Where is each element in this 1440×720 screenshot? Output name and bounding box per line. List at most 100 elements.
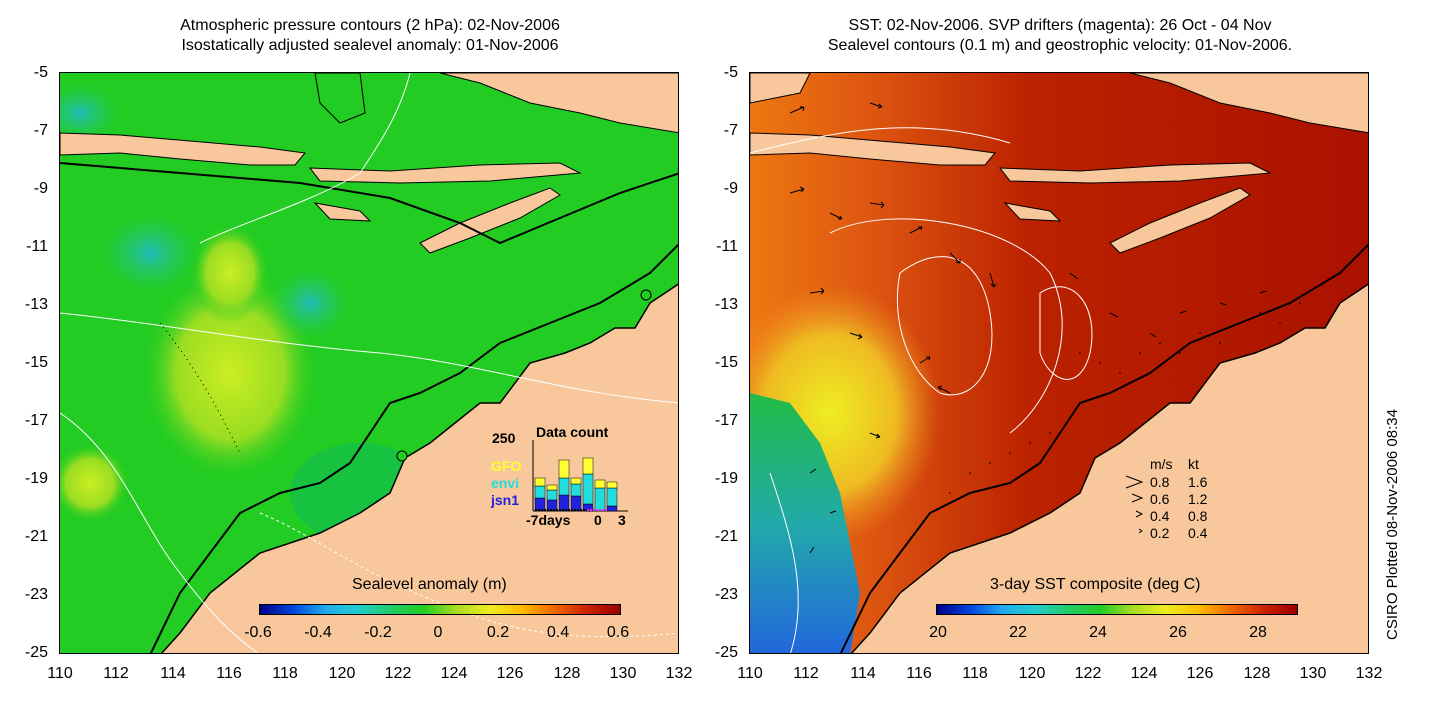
right-x-tick: 122: [1074, 665, 1102, 682]
left-x-tick: 128: [553, 665, 581, 682]
data-count-histogram: [532, 440, 628, 512]
sla-colorbar-tick: 0.2: [486, 624, 510, 641]
right-y-tick: -25: [714, 644, 738, 661]
right-y-tick: -11: [716, 238, 738, 255]
right-y-tick: -13: [714, 296, 738, 313]
right-y-tick: -7: [723, 122, 738, 139]
sulawesi-land: [314, 73, 366, 124]
right-x-tick: 126: [1186, 665, 1214, 682]
sumba-island: [313, 202, 372, 222]
left-y-tick: -9: [33, 180, 48, 197]
right-y-tick: -19: [714, 470, 738, 487]
right-x-tick: 112: [793, 665, 819, 682]
right-y-tick: -21: [714, 528, 738, 545]
left-y-tick: -25: [24, 644, 48, 661]
sst-map[interactable]: [749, 72, 1369, 654]
sla-colorbar-tick: -0.6: [244, 624, 272, 641]
right-title-line1: SST: 02-Nov-2006. SVP drifters (magenta)…: [848, 17, 1272, 34]
sst-colorbar: [936, 604, 1298, 615]
velocity-header-kt: kt: [1188, 456, 1199, 472]
left-y-tick: -13: [24, 296, 48, 313]
sst-colorbar-tick: 20: [929, 624, 947, 641]
left-y-tick: -7: [33, 122, 48, 139]
velocity-ms: 0.6: [1150, 491, 1170, 507]
shelf-contour: [60, 162, 678, 653]
left-y-tick: -11: [26, 238, 48, 255]
data-count-xlabel-zero: 0: [594, 512, 602, 528]
velocity-kt: 0.8: [1188, 508, 1208, 524]
velocity-kt: 0.4: [1188, 525, 1208, 541]
pressure-contour: [60, 312, 678, 404]
left-y-tick: -19: [24, 470, 48, 487]
sst-colorbar-label: 3-day SST composite (deg C): [990, 576, 1201, 593]
left-x-tick: 126: [496, 665, 524, 682]
left-x-tick: 120: [328, 665, 356, 682]
drifter-marker: [640, 289, 652, 301]
sst-colorbar-tick: 28: [1249, 624, 1267, 641]
legend-gfo: GFO: [491, 458, 522, 474]
sla-colorbar-tick: 0.6: [606, 624, 630, 641]
right-panel-title: SST: 02-Nov-2006. SVP drifters (magenta)…: [750, 16, 1370, 56]
left-x-tick: 112: [103, 665, 129, 682]
left-x-tick: 116: [216, 665, 242, 682]
left-x-tick: 130: [609, 665, 637, 682]
legend-envi: envi: [491, 475, 520, 491]
left-y-tick: -5: [33, 64, 48, 81]
left-y-tick: -23: [24, 586, 48, 603]
right-y-tick: -9: [723, 180, 738, 197]
sla-colorbar-tick: 0.4: [546, 624, 570, 641]
velocity-ms: 0.8: [1150, 474, 1170, 490]
velocity-kt: 1.6: [1188, 474, 1208, 490]
right-y-tick: -23: [714, 586, 738, 603]
left-title-line2: Isostatically adjusted sealevel anomaly:…: [181, 37, 559, 54]
right-x-tick: 132: [1355, 665, 1383, 682]
right-y-tick: -17: [714, 412, 738, 429]
left-y-tick: -15: [24, 354, 48, 371]
shelf-contour-sst: [839, 243, 1368, 653]
velocity-legend-arrows: [1125, 475, 1144, 534]
sealevel-anomaly-map[interactable]: [59, 72, 679, 654]
left-x-tick: 122: [384, 665, 412, 682]
sla-colorbar-tick: 0: [433, 624, 443, 641]
right-x-tick: 128: [1243, 665, 1271, 682]
velocity-arrows: [789, 102, 1267, 554]
legend-jsn1: jsn1: [491, 492, 520, 508]
right-x-tick: 110: [737, 665, 763, 682]
velocity-kt: 1.2: [1188, 491, 1208, 507]
left-panel-title: Atmospheric pressure contours (2 hPa): 0…: [60, 16, 680, 56]
sla-cyan-blob: [100, 213, 200, 293]
data-count-xlabel-start: -7days: [526, 512, 571, 528]
right-x-tick: 124: [1130, 665, 1158, 682]
velocity-ms: 0.2: [1150, 525, 1170, 541]
sla-colorbar-tick: -0.4: [304, 624, 332, 641]
left-title-line1: Atmospheric pressure contours (2 hPa): 0…: [180, 17, 560, 34]
right-x-tick: 116: [906, 665, 932, 682]
right-x-tick: 118: [962, 665, 988, 682]
sst-colorbar-tick: 24: [1089, 624, 1107, 641]
australia-land: [160, 283, 678, 653]
plot-credit: CSIRO Plotted 08-Nov-2006 08:34: [1384, 409, 1401, 640]
data-count-ymax: 250: [492, 430, 516, 446]
sla-colorbar-tick: -0.2: [364, 624, 392, 641]
data-count-xlabel-end: 3: [618, 512, 626, 528]
sst-colorbar-tick: 22: [1009, 624, 1027, 641]
left-x-tick: 114: [160, 665, 186, 682]
velocity-ms: 0.4: [1150, 508, 1170, 524]
velocity-header-ms: m/s: [1150, 456, 1173, 472]
flores-island: [308, 162, 582, 184]
right-x-tick: 130: [1299, 665, 1327, 682]
left-x-tick: 132: [665, 665, 693, 682]
sla-colorbar: [259, 604, 621, 615]
sla-colorbar-label: Sealevel anomaly (m): [352, 576, 507, 593]
right-y-tick: -5: [723, 64, 738, 81]
sealevel-contour: [896, 256, 993, 396]
left-x-tick: 110: [47, 665, 73, 682]
left-y-tick: -21: [24, 528, 48, 545]
histogram-bars: [534, 457, 618, 512]
timor-island: [419, 187, 561, 254]
data-count-title: Data count: [536, 424, 609, 440]
right-x-tick: 114: [850, 665, 876, 682]
right-x-tick: 120: [1018, 665, 1046, 682]
velocity-dots: [949, 302, 1301, 494]
left-x-tick: 124: [440, 665, 468, 682]
